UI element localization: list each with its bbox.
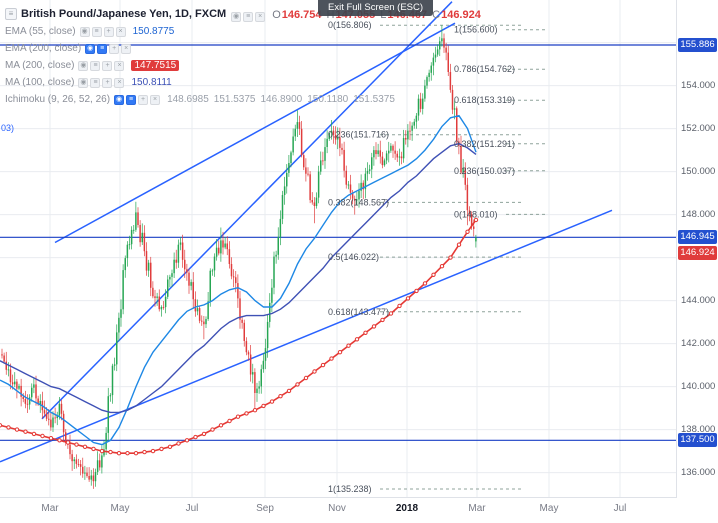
indicator-eye-button[interactable]: ◉ [85, 43, 96, 54]
indicator-close-button[interactable]: × [115, 26, 126, 37]
indicator-row: MA (200, close) ◉ ≡ + × 147.7515 [5, 57, 481, 74]
symbol-buttons: ◉ ≡ × [231, 5, 267, 23]
trendlines-layer[interactable] [0, 1, 613, 463]
chart-menu-icon[interactable]: ≡ [5, 7, 17, 20]
indicator-menu-button[interactable]: ≡ [90, 77, 101, 88]
indicator-name[interactable]: EMA (55, close) [5, 26, 76, 37]
indicator-value: 147.7515 [131, 60, 180, 71]
price-axis-label: 140.000 [681, 380, 716, 392]
indicator-value: 148.6985 [167, 94, 209, 105]
level-price-badge: 146.945 [678, 230, 717, 245]
truncated-price-label: 03) [1, 123, 15, 133]
indicator-name[interactable]: MA (200, close) [5, 60, 75, 71]
indicator-value: 150.1180 [307, 94, 349, 105]
ohlc-value: 146.924 [441, 8, 481, 21]
indicator-menu-button[interactable]: ≡ [91, 26, 102, 37]
price-axis-label: 148.000 [681, 208, 716, 220]
price-axis[interactable]: 154.000 152.000 150.000 148.000 144.000 142.0… [677, 0, 718, 498]
ohlc-letter: O [272, 8, 281, 21]
svg-text:0.618(153.319): 0.618(153.319) [454, 95, 515, 105]
price-axis-label: 144.000 [681, 294, 716, 306]
last-price-badge: 146.924 [678, 245, 717, 260]
indicator-menu-button[interactable]: ≡ [126, 94, 137, 105]
indicator-menu-button[interactable]: ≡ [90, 60, 101, 71]
level-price-badge: 137.500 [678, 433, 717, 448]
indicator-eye-button[interactable]: ◉ [79, 26, 90, 37]
time-axis-label: May [539, 503, 559, 514]
time-axis-label: Sep [256, 503, 274, 514]
time-axis-label: Mar [41, 503, 59, 514]
price-axis-label: 150.000 [681, 165, 716, 177]
indicator-eye-button[interactable]: ◉ [78, 60, 89, 71]
indicator-row: Ichimoku (9, 26, 52, 26) ◉ ≡ + × 148.6985 151.… [5, 91, 481, 108]
svg-text:0.236(150.037): 0.236(150.037) [454, 166, 515, 176]
indicator-plus-button[interactable]: + [103, 26, 114, 37]
indicator-plus-button[interactable]: + [102, 77, 113, 88]
indicator-eye-button[interactable]: ◉ [78, 77, 89, 88]
time-axis[interactable]: Mar May Jul Sep Nov 2018 Mar May Jul [0, 498, 677, 523]
fib-lines-layer[interactable] [380, 24, 545, 490]
chart-legend: ≡ British Pound/Japanese Yen, 1D, FXCM ◉… [5, 4, 481, 108]
indicator-plus-button[interactable]: + [102, 60, 113, 71]
exit-fullscreen-tooltip: Exit Full Screen (ESC) [318, 0, 434, 16]
indicator-menu-button[interactable]: ≡ [97, 43, 108, 54]
chart-plot-area[interactable]: 0(156.806) 0.236(151.716) 0.382(148.567) 0.… [0, 0, 677, 498]
indicator-row: EMA (200, close) ◉ ≡ + × [5, 40, 481, 57]
indicator-row: MA (100, close) ◉ ≡ + × 150.8111 [5, 74, 481, 91]
indicator-value: 146.8900 [260, 94, 303, 105]
price-chart-canvas[interactable]: 0(156.806) 0.236(151.716) 0.382(148.567) 0.… [0, 0, 676, 497]
time-axis-label: Jul [185, 503, 199, 514]
indicator-name[interactable]: Ichimoku (9, 26, 52, 26) [5, 94, 111, 105]
grid-layer [0, 0, 676, 497]
indicator-plus-button[interactable]: + [138, 94, 149, 105]
axis-corner [677, 498, 718, 523]
indicator-name[interactable]: EMA (200, close) [5, 43, 82, 54]
price-axis-label: 142.000 [681, 337, 716, 349]
indicator-close-button[interactable]: × [114, 60, 125, 71]
price-axis-label: 138.000 [681, 423, 716, 435]
level-price-badge: 155.886 [678, 38, 717, 53]
indicator-plus-button[interactable]: + [109, 43, 120, 54]
symbol-title[interactable]: British Pound/Japanese Yen, 1D, FXCM [21, 7, 227, 20]
indicator-name[interactable]: MA (100, close) [5, 77, 75, 88]
svg-text:1(156.600): 1(156.600) [454, 25, 498, 35]
indicator-value: 150.8775 [132, 26, 175, 37]
candles-layer[interactable] [1, 25, 477, 489]
indicator-eye-button[interactable]: ◉ [114, 94, 125, 105]
indicator-value: 151.5375 [213, 94, 256, 105]
indicator-close-button[interactable]: × [114, 77, 125, 88]
svg-text:0.618(143.477): 0.618(143.477) [328, 307, 389, 317]
svg-text:0.236(151.716): 0.236(151.716) [328, 130, 389, 140]
indicator-close-button[interactable]: × [121, 43, 132, 54]
symbol-menu-button[interactable]: ≡ [243, 11, 254, 22]
svg-text:0.382(148.567): 0.382(148.567) [328, 197, 389, 207]
indicator-row: EMA (55, close) ◉ ≡ + × 150.8775 [5, 23, 481, 40]
time-axis-label: Mar [468, 503, 486, 514]
ohlc-value: 146.754 [281, 8, 322, 21]
time-axis-label: 2018 [395, 503, 419, 514]
svg-text:1(135.238): 1(135.238) [328, 484, 372, 494]
indicator-rows: EMA (55, close) ◉ ≡ + × 150.8775 EMA (200, clo… [5, 23, 481, 108]
svg-text:0(156.806): 0(156.806) [328, 20, 372, 30]
symbol-close-button[interactable]: × [255, 11, 266, 22]
time-axis-label: Nov [328, 503, 346, 514]
price-axis-label: 154.000 [681, 79, 716, 91]
price-axis-label: 152.000 [681, 122, 716, 134]
svg-text:0.382(151.291): 0.382(151.291) [454, 139, 515, 149]
svg-text:0.786(154.762): 0.786(154.762) [454, 64, 515, 74]
indicator-value: 151.5375 [353, 94, 395, 105]
svg-text:0.5(146.022): 0.5(146.022) [328, 252, 379, 262]
svg-text:0(148.010): 0(148.010) [454, 209, 498, 219]
ma-lines-layer[interactable] [0, 114, 479, 456]
time-axis-label: May [110, 503, 130, 514]
ohlc-letter: C [432, 8, 441, 21]
indicator-close-button[interactable]: × [150, 94, 161, 105]
symbol-eye-button[interactable]: ◉ [231, 11, 242, 22]
fib-labels-layer: 0(156.806) 0.236(151.716) 0.382(148.567) 0.… [328, 20, 515, 494]
indicator-value: 150.8111 [131, 77, 172, 88]
time-axis-label: Jul [613, 503, 627, 514]
price-axis-label: 136.000 [681, 466, 716, 478]
